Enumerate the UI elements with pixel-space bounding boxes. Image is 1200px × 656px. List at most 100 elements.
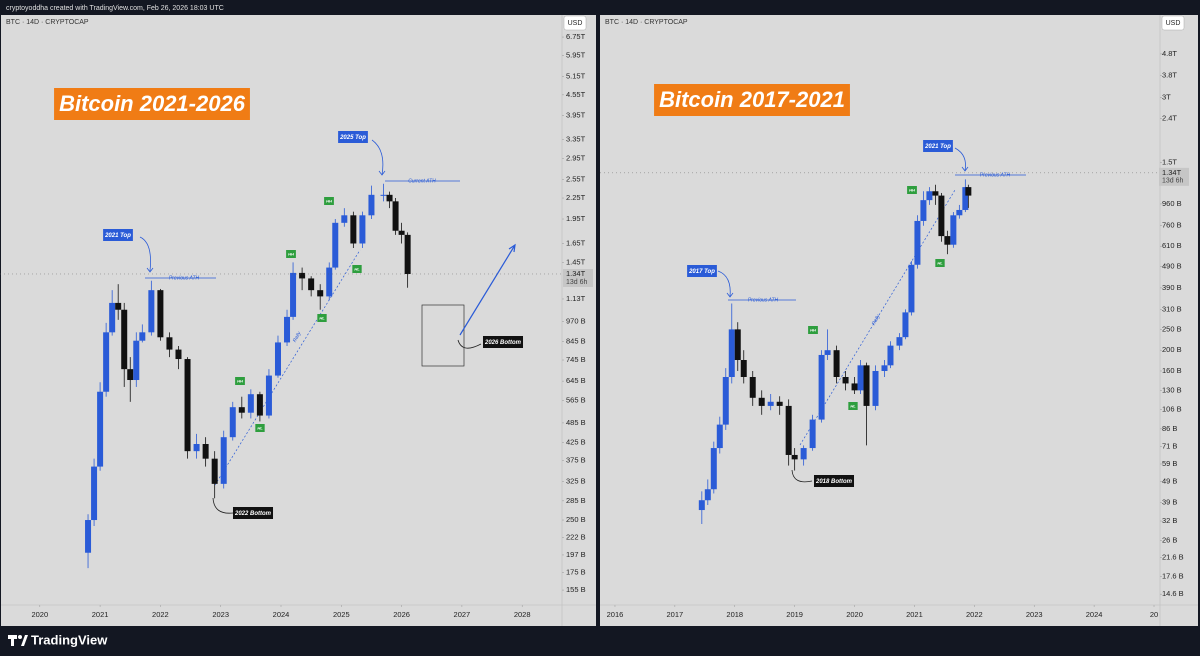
arrow (717, 270, 731, 298)
candle-body (184, 359, 191, 452)
y-tick-label: 485 B (566, 418, 586, 427)
price-label: 1.34T (566, 269, 586, 278)
currency-box[interactable] (563, 15, 587, 31)
candle-body (956, 209, 963, 216)
annotation: 2025 Top (339, 135, 366, 141)
y-tick-label: 32 B (1162, 516, 1177, 525)
arrow-head (378, 170, 386, 176)
x-tick-label: 2019 (786, 610, 803, 619)
annotation: HL (850, 404, 856, 409)
annotation: HH (326, 199, 332, 204)
candle-body (872, 370, 879, 406)
annotation: 2018 Bottom (815, 479, 853, 485)
candle-body (274, 342, 281, 376)
candle-body (716, 424, 723, 449)
annotation: 2021 Top (104, 233, 131, 239)
candle-body (809, 419, 816, 449)
arrow (212, 497, 234, 514)
annotation-box (235, 377, 245, 385)
candle-body (944, 236, 951, 245)
annotation-box (848, 402, 858, 410)
x-tick-label: 2025 (333, 610, 350, 619)
trend-line (799, 189, 956, 446)
title-box (654, 84, 850, 116)
candle-body (350, 215, 357, 244)
y-tick-label: 5.95T (566, 51, 586, 60)
candle-body (896, 337, 903, 346)
candle-body (728, 329, 735, 378)
candle-body (175, 349, 182, 360)
y-tick-label: 845 B (566, 337, 586, 346)
annotation-box (813, 475, 855, 487)
candle-body (133, 340, 140, 381)
y-tick-label: 175 B (566, 567, 586, 576)
candle-body (758, 397, 765, 406)
candle-body (881, 365, 888, 371)
annotation: HH (288, 252, 294, 257)
y-tick-label: 21.6 B (1162, 553, 1184, 562)
annotation: Previous ATH (980, 172, 1011, 178)
currency[interactable]: USD (1166, 20, 1181, 27)
candle-body (290, 272, 297, 317)
annotation-box (317, 314, 327, 322)
x-tick-label: 2022 (152, 610, 169, 619)
annotation-box (923, 140, 953, 152)
price-box (1159, 167, 1189, 186)
header: cryptoyoddha created with TradingView.co… (6, 5, 224, 12)
annotation: 2022 Bottom (234, 511, 272, 517)
price-box (563, 268, 593, 287)
annotation: 2021 Top (924, 144, 951, 150)
candle-body (962, 187, 969, 210)
candle-body (97, 391, 104, 467)
y-tick-label: 760 B (1162, 221, 1182, 230)
candle-body (932, 191, 939, 196)
candle-body (211, 458, 218, 484)
annotation: Previous ATH (748, 297, 779, 303)
arrow-head (726, 292, 734, 298)
y-tick-label: 17.6 B (1162, 572, 1184, 581)
y-tick-label: 160 B (1162, 366, 1182, 375)
x-tick-label: 2016 (607, 610, 624, 619)
y-tick-label: 14.6 B (1162, 589, 1184, 598)
y-tick-label: 1.45T (566, 257, 586, 266)
candle-body (127, 369, 134, 381)
candle-body (767, 401, 774, 406)
logo-part (11, 635, 14, 646)
candle-body (791, 454, 798, 460)
x-tick-label: 2020 (846, 610, 863, 619)
candle-body (914, 220, 921, 265)
currency[interactable]: USD (568, 20, 583, 27)
candle-body (308, 278, 315, 291)
candle-body (398, 230, 405, 235)
y-tick-label: 1.5T (1162, 157, 1177, 166)
candle-body (710, 448, 717, 490)
arrow-head (146, 267, 154, 273)
y-tick-label: 49 B (1162, 476, 1177, 485)
annotation: 2026 Bottom (484, 340, 522, 346)
annotation-box (338, 131, 368, 143)
currency-box[interactable] (1161, 15, 1185, 31)
y-tick-label: 4.8T (1162, 49, 1177, 58)
candle-body (785, 405, 792, 455)
y-tick-label: 6.75T (566, 32, 586, 41)
annotation: Rally (292, 330, 303, 343)
y-tick-label: 310 B (1162, 304, 1182, 313)
candle-body (85, 520, 92, 553)
x-tick-label: 2023 (1026, 610, 1043, 619)
candle-body (220, 437, 227, 484)
arrow-head (961, 166, 969, 172)
x-tick-label: 2022 (966, 610, 983, 619)
annotation-box (482, 336, 524, 348)
annotation: 2017 Top (688, 269, 715, 275)
symbol: BTC · 14D · CRYPTOCAP (605, 19, 688, 26)
candle-body (950, 215, 957, 245)
candle-body (938, 195, 945, 237)
annotation-box (687, 265, 717, 277)
candle-body (326, 267, 333, 297)
y-tick-label: 4.55T (566, 90, 586, 99)
candle-body (256, 394, 263, 416)
x-tick-label: 2026 (393, 610, 410, 619)
annotation: HH (237, 379, 243, 384)
annotation-box (352, 265, 362, 273)
